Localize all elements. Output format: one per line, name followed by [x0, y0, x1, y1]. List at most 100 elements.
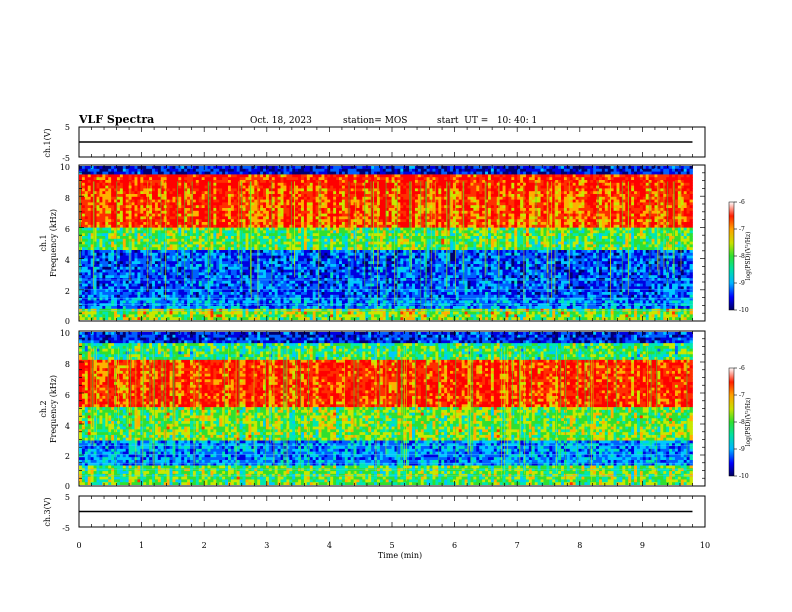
spectrogram-cell — [265, 185, 270, 189]
spectrogram-cell — [81, 314, 86, 318]
spectrogram-cell — [280, 174, 284, 178]
spectrogram-cell — [105, 278, 109, 282]
spectrogram-cell — [268, 247, 273, 251]
spectrogram-cell — [175, 300, 179, 304]
spectrogram-cell — [283, 280, 287, 284]
spectrogram-cell — [154, 230, 159, 234]
spectrogram-cell — [333, 168, 337, 172]
spectrogram-cell — [289, 272, 293, 276]
spectrogram-cell — [128, 297, 132, 301]
spectrogram-cell — [137, 269, 141, 273]
spectrogram-cell — [251, 300, 255, 304]
spectrogram-cell — [260, 233, 264, 237]
spectrogram-cell — [169, 216, 173, 220]
spectrogram-cell — [306, 236, 311, 240]
spectrogram-cell — [204, 269, 208, 273]
spectrogram-cell — [140, 227, 144, 231]
spectrogram-cell — [330, 177, 334, 181]
spectrogram-cell — [298, 289, 302, 293]
spectrogram-cell — [96, 280, 100, 284]
spectrogram-cell — [154, 185, 159, 189]
spectrogram-cell — [90, 185, 95, 189]
spectrogram-cell — [172, 233, 176, 237]
spectrogram-cell — [277, 199, 281, 203]
spectrogram-cell — [286, 210, 290, 214]
spectrogram-cell — [184, 272, 188, 276]
spectrogram-cell — [125, 300, 130, 304]
spectrogram-cell — [271, 269, 276, 273]
spectrogram-cell — [204, 250, 208, 254]
spectrogram-cell — [111, 177, 115, 181]
spectrogram-cell — [137, 314, 141, 318]
spectrogram-cell — [184, 241, 188, 245]
spectrogram-cell — [280, 252, 284, 256]
spectrogram-cell — [122, 238, 127, 242]
spectrogram-cell — [184, 292, 188, 296]
spectrogram-cell — [242, 219, 246, 223]
spectrogram-cell — [192, 311, 197, 315]
spectrogram-cell — [280, 311, 284, 315]
spectrogram-cell — [216, 314, 220, 318]
spectrogram-cell — [111, 294, 115, 298]
spectrogram-cell — [201, 182, 206, 186]
spectrogram-cell — [341, 224, 346, 228]
spectrogram-cell — [263, 261, 267, 265]
spectrogram-cell — [175, 182, 179, 186]
spectrogram-cell — [330, 283, 334, 287]
spectrogram-cell — [84, 247, 89, 251]
spectrogram-cell — [330, 188, 334, 192]
spectrogram-cell — [190, 233, 194, 237]
spectrogram-cell — [125, 233, 130, 237]
spectrogram-cell — [257, 224, 261, 228]
spectrogram-cell — [245, 233, 249, 237]
spectrogram-cell — [190, 252, 194, 256]
spectrogram-cell — [324, 266, 328, 270]
spectrogram-cell — [248, 174, 252, 178]
spectrogram-cell — [116, 255, 121, 259]
spectrogram-cell — [312, 283, 317, 287]
spectrogram-cell — [298, 264, 302, 268]
spectrogram-cell — [198, 177, 203, 181]
spectrogram-cell — [198, 300, 203, 304]
spectrogram-cell — [192, 244, 197, 248]
spectrogram-cell — [105, 258, 109, 262]
spectrogram-cell — [122, 280, 127, 284]
spectrogram-cell — [277, 289, 281, 293]
spectrogram-cell — [274, 266, 279, 270]
spectrogram-cell — [268, 166, 273, 170]
spectrogram-cell — [321, 185, 325, 189]
spectrogram-cell — [336, 272, 340, 276]
spectrogram-cell — [336, 261, 340, 265]
spectrogram-cell — [175, 292, 179, 296]
spectrogram-cell — [79, 294, 83, 298]
spectrogram-cell — [116, 306, 121, 310]
spectrogram-cell — [160, 244, 165, 248]
spectrogram-cell — [152, 283, 156, 287]
spectrogram-cell — [268, 188, 273, 192]
spectrogram-cell — [327, 278, 331, 282]
spectrogram-cell — [225, 219, 229, 223]
spectrogram-cell — [330, 238, 334, 242]
spectrogram-cell — [341, 177, 346, 181]
spectrogram-cell — [280, 258, 284, 262]
spectrogram-cell — [169, 224, 173, 228]
spectrogram-cell — [134, 185, 138, 189]
spectrogram-cell — [303, 314, 308, 318]
spectrogram-cell — [222, 300, 226, 304]
spectrogram-cell — [333, 244, 337, 248]
spectrogram-cell — [108, 306, 112, 310]
spectrogram-cell — [134, 278, 138, 282]
spectrogram-cell — [119, 289, 124, 293]
spectrogram-cell — [195, 269, 200, 273]
spectrogram-cell — [283, 185, 287, 189]
spectrogram-cell — [280, 278, 284, 282]
spectrogram-cell — [160, 247, 165, 251]
spectrogram-cell — [222, 308, 226, 312]
spectrogram-cell — [315, 166, 319, 170]
spectrogram-cell — [216, 180, 220, 184]
spectrogram-cell — [315, 280, 319, 284]
spectrogram-cell — [271, 294, 276, 298]
spectrogram-cell — [114, 241, 118, 245]
spectrogram-cell — [81, 230, 86, 234]
spectrogram-cell — [178, 269, 182, 273]
